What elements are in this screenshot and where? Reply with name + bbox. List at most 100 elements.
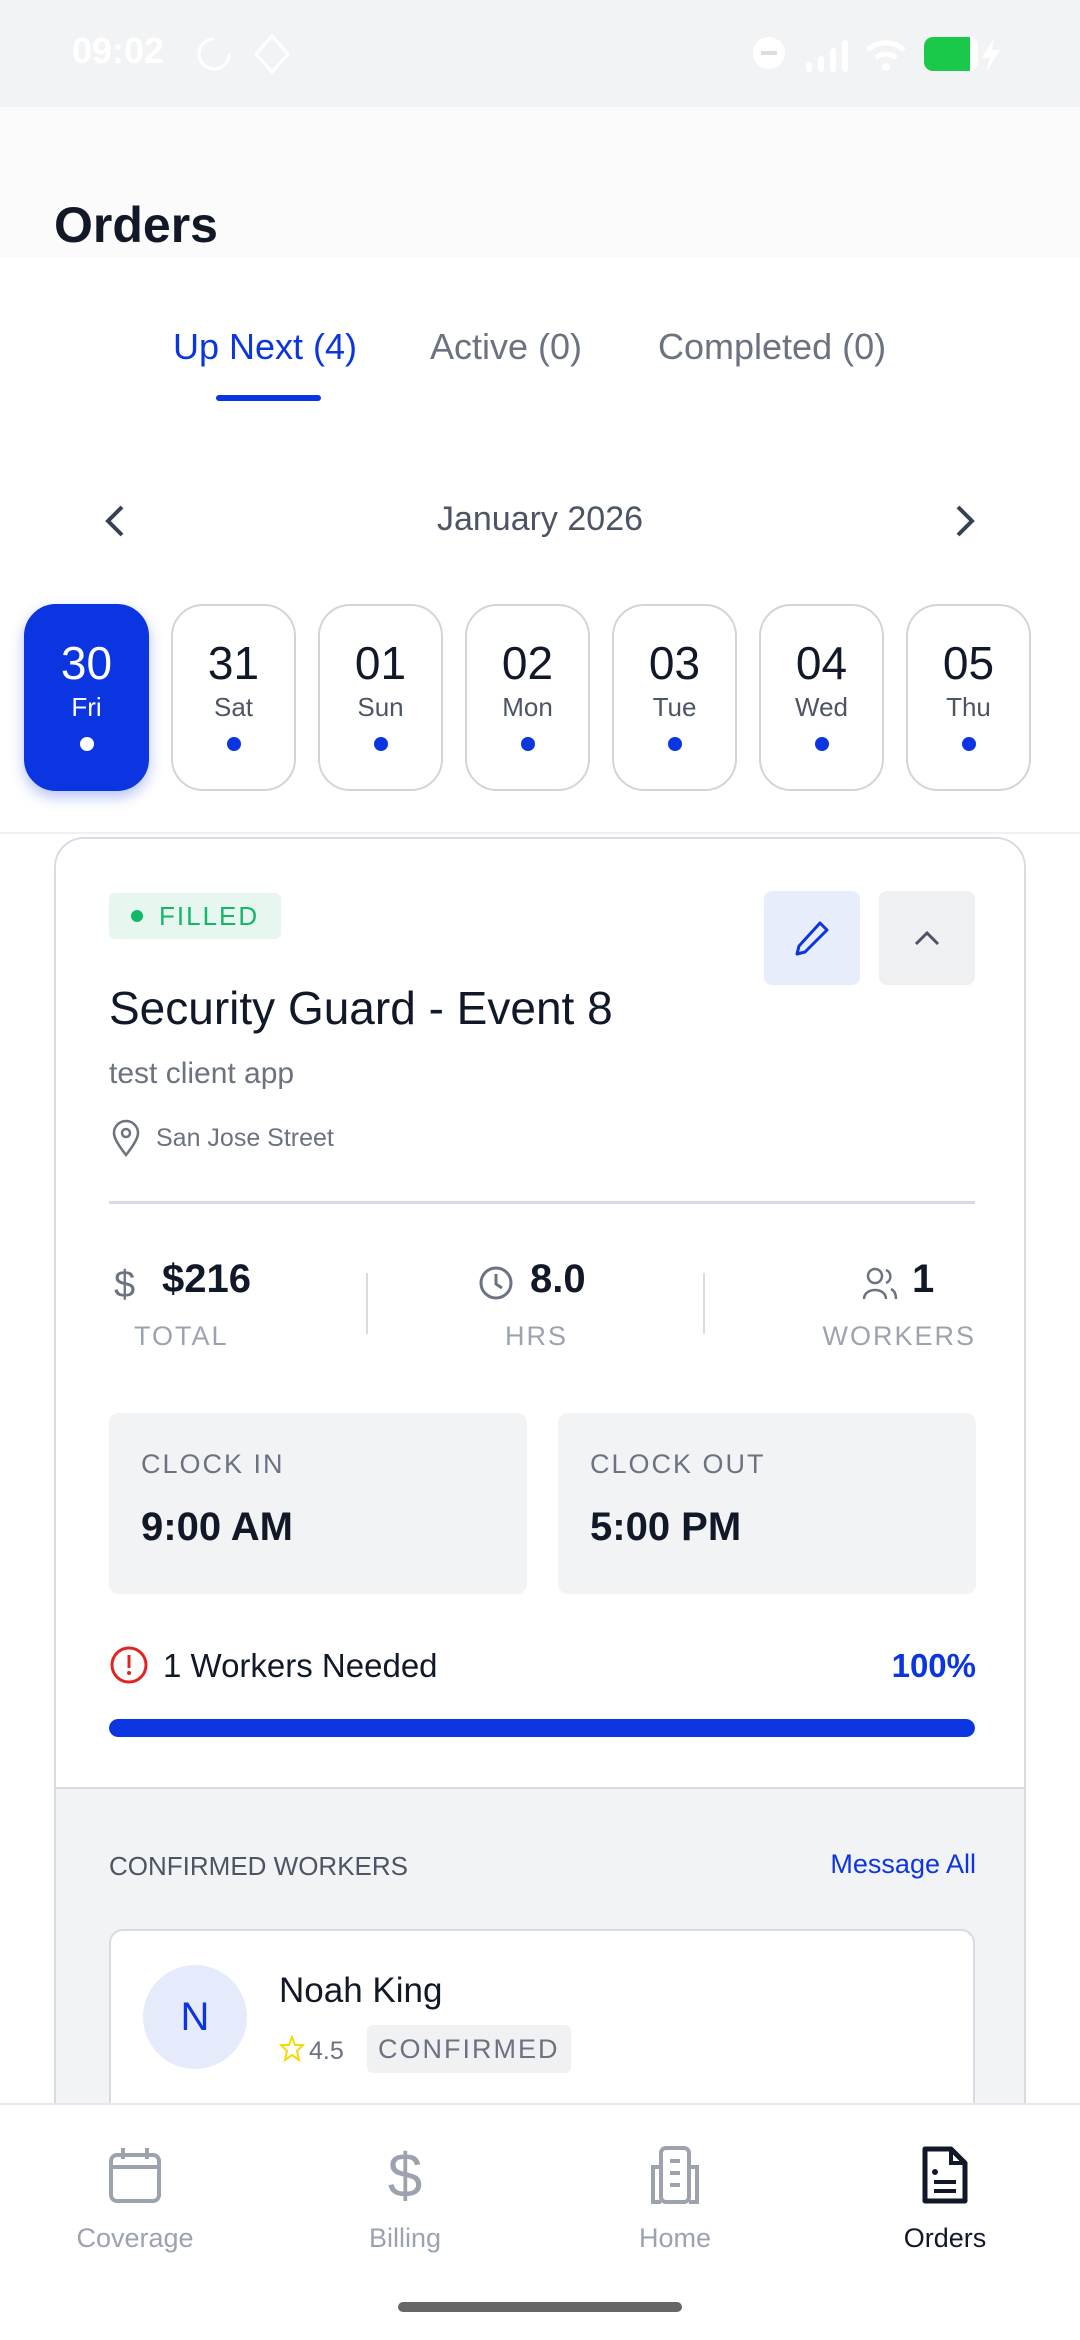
- app-notification-icon: [254, 34, 290, 74]
- tab-completed[interactable]: Completed (0): [658, 326, 887, 367]
- date-number: 01: [354, 637, 407, 689]
- date-pill[interactable]: 03 Tue: [612, 604, 737, 791]
- building-icon: [651, 2146, 699, 2204]
- chevron-right-icon[interactable]: [952, 504, 978, 538]
- has-orders-dot: [79, 737, 94, 751]
- date-number: 30: [60, 637, 113, 689]
- order-details: FILLED Security Guard - Event 8 test cli…: [56, 839, 1024, 1789]
- date-pill[interactable]: 31 Sat: [171, 604, 296, 791]
- divider: [0, 832, 1080, 834]
- page-title: Orders: [54, 197, 218, 253]
- calendar-icon: [109, 2148, 161, 2203]
- dollar-icon: $: [388, 2145, 422, 2205]
- nav-orders[interactable]: Orders: [810, 2145, 1080, 2254]
- hours-value: 8.0: [530, 1257, 586, 1301]
- clock-out-label: CLOCK OUT: [590, 1449, 766, 1479]
- client-name: test client app: [109, 1057, 295, 1090]
- nav-label: Home: [638, 2223, 712, 2253]
- nav-home[interactable]: Home: [540, 2145, 810, 2254]
- fill-percent: 100%: [891, 1647, 976, 1684]
- date-weekday: Sun: [357, 692, 404, 722]
- order-card: FILLED Security Guard - Event 8 test cli…: [54, 837, 1026, 2137]
- status-badge: FILLED: [109, 893, 281, 939]
- collapse-button[interactable]: [879, 891, 975, 985]
- date-number: 04: [795, 637, 848, 689]
- has-orders-dot: [520, 737, 535, 751]
- date-pill[interactable]: 01 Sun: [318, 604, 443, 791]
- nav-label: Billing: [368, 2223, 442, 2253]
- total-label: TOTAL: [134, 1321, 229, 1351]
- worker-rating: 4.5: [309, 2037, 344, 2065]
- progress-fill: [109, 1719, 975, 1737]
- users-icon: [862, 1267, 898, 1300]
- date-weekday: Tue: [652, 692, 697, 722]
- date-pill[interactable]: 04 Wed: [759, 604, 884, 791]
- svg-text:$: $: [388, 2145, 422, 2205]
- has-orders-dot: [814, 737, 829, 751]
- worker-name: Noah King: [279, 1971, 443, 2010]
- has-orders-dot: [961, 737, 976, 751]
- total-value: $216: [162, 1257, 251, 1301]
- message-all-link[interactable]: Message All: [830, 1849, 976, 1879]
- nav-billing[interactable]: $ Billing: [270, 2145, 540, 2254]
- date-weekday: Fri: [71, 692, 102, 722]
- dollar-icon: $: [114, 1264, 135, 1303]
- has-orders-dot: [667, 737, 682, 751]
- status-dot: [131, 910, 143, 922]
- workers-label: WORKERS: [822, 1321, 976, 1351]
- workers-needed: 1 Workers Needed: [163, 1647, 438, 1684]
- battery-icon: [924, 37, 978, 71]
- loading-icon: [197, 37, 231, 71]
- nav-label: Coverage: [76, 2223, 194, 2253]
- clock-icon: [479, 1266, 513, 1300]
- location-pin-icon: [112, 1119, 140, 1157]
- chevron-up-icon: [914, 930, 940, 946]
- date-pill[interactable]: 30 Fri: [24, 604, 149, 791]
- clock-in-box: CLOCK IN 9:00 AM: [109, 1413, 527, 1594]
- clock-in-label: CLOCK IN: [141, 1449, 285, 1479]
- clock-in-time: 9:00 AM: [141, 1505, 293, 1549]
- date-number: 31: [207, 637, 260, 689]
- clock-out-time: 5:00 PM: [590, 1505, 742, 1549]
- avatar: N: [143, 1965, 247, 2069]
- header: [0, 107, 1080, 257]
- home-indicator[interactable]: [398, 2302, 682, 2312]
- document-icon: [922, 2146, 968, 2204]
- date-number: 02: [501, 637, 554, 689]
- worker-card[interactable]: N Noah King 4.5 CONFIRMED: [109, 1929, 975, 2135]
- bottom-nav: Coverage $ Billing Home Orders: [0, 2103, 1080, 2340]
- date-weekday: Thu: [946, 692, 991, 722]
- date-weekday: Wed: [795, 692, 848, 722]
- status-time: 09:02: [72, 30, 165, 71]
- worker-status-badge: CONFIRMED: [367, 2025, 571, 2073]
- do-not-disturb-icon: [753, 37, 785, 69]
- tab-active[interactable]: Active (0): [430, 326, 583, 367]
- status-bar: 09:02: [0, 0, 1080, 107]
- date-pill[interactable]: 02 Mon: [465, 604, 590, 791]
- charging-icon: [982, 38, 1000, 72]
- star-icon: [279, 2035, 305, 2063]
- status-text: FILLED: [159, 901, 260, 931]
- divider: [109, 1201, 975, 1204]
- date-weekday: Sat: [213, 692, 254, 722]
- tab-up-next[interactable]: Up Next (4): [173, 326, 358, 367]
- confirmed-workers-heading: CONFIRMED WORKERS: [109, 1851, 408, 1881]
- edit-button[interactable]: [764, 891, 860, 985]
- nav-label: Orders: [903, 2223, 987, 2253]
- divider: [703, 1273, 705, 1334]
- clock-out-box: CLOCK OUT 5:00 PM: [558, 1413, 976, 1594]
- hours-label: HRS: [505, 1321, 569, 1351]
- pencil-icon: [795, 921, 829, 956]
- date-pill[interactable]: 05 Thu: [906, 604, 1031, 791]
- wifi-icon: [866, 40, 906, 71]
- active-tab-indicator: [216, 395, 321, 401]
- svg-text:$: $: [114, 1264, 135, 1303]
- month-label: January 2026: [436, 500, 644, 538]
- nav-coverage[interactable]: Coverage: [0, 2145, 270, 2254]
- chevron-left-icon[interactable]: [102, 504, 128, 538]
- date-number: 05: [942, 637, 995, 689]
- order-title: Security Guard - Event 8: [109, 982, 613, 1034]
- has-orders-dot: [226, 737, 241, 751]
- fill-progress-bar: [109, 1719, 975, 1737]
- signal-icon: [806, 40, 848, 72]
